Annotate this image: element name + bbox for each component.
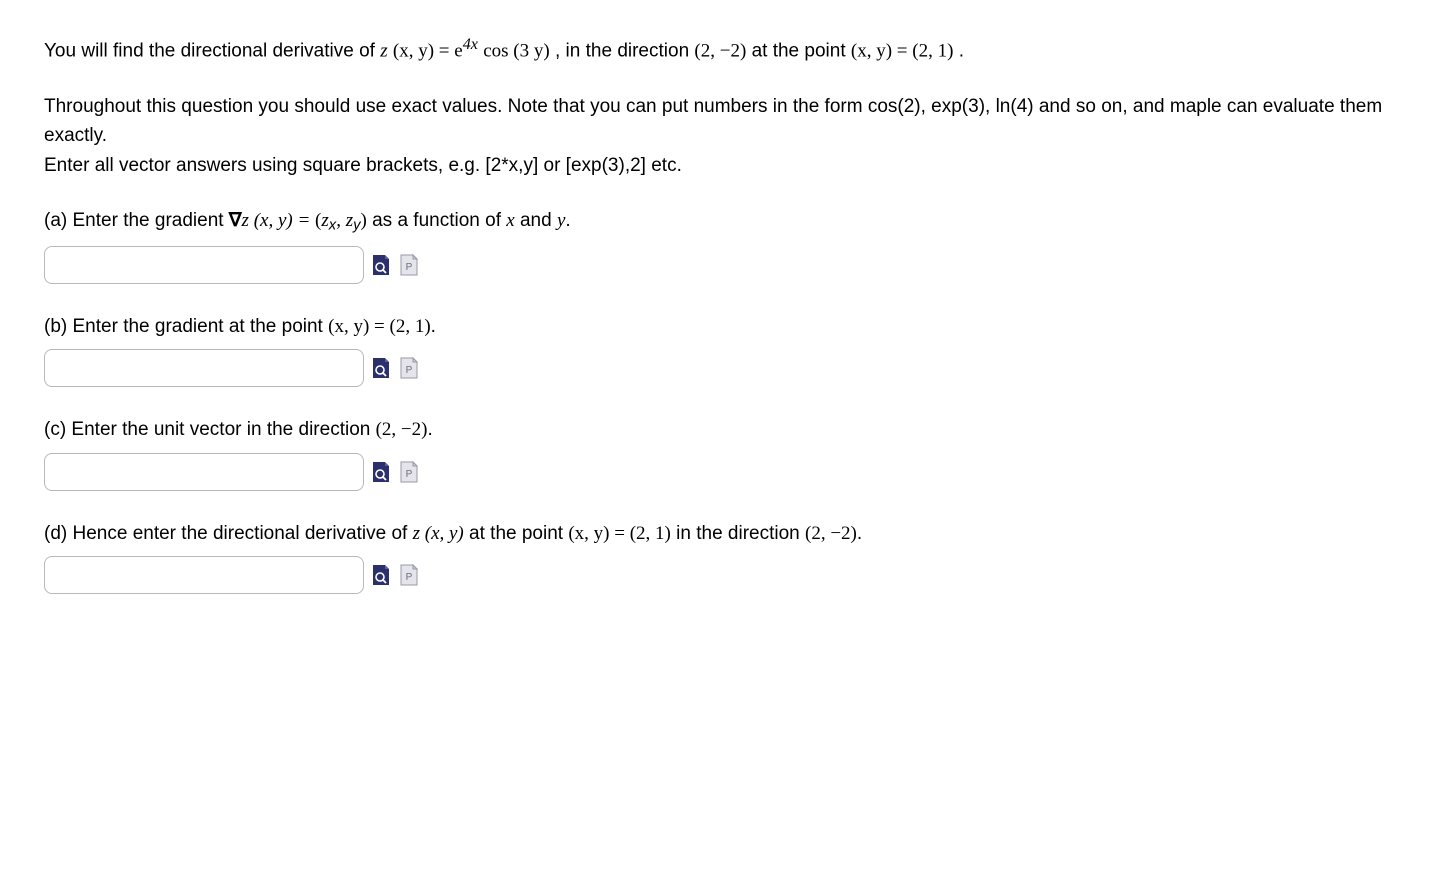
part-d-label: (d) Hence enter the directional derivati… (44, 523, 413, 544)
part-b-answer-row: P (44, 349, 1406, 387)
part-a-prompt: (a) Enter the gradient ∇z (x, y) = (zx, … (44, 206, 1406, 238)
part-b-prompt: (b) Enter the gradient at the point (x, … (44, 312, 1406, 341)
svg-text:P: P (406, 469, 413, 480)
part-d-prompt: (d) Hence enter the directional derivati… (44, 519, 1406, 548)
note-block: Throughout this question you should use … (44, 92, 1406, 180)
part-c-label: (c) Enter the unit vector in the directi… (44, 419, 376, 440)
part-a-input[interactable] (44, 246, 364, 284)
nabla-symbol: ∇ (229, 210, 242, 231)
part-d-mid1: at the point (469, 523, 568, 544)
help-icon[interactable]: P (398, 460, 420, 484)
part-a-zx: z (321, 210, 328, 231)
part-d-end: . (857, 523, 862, 544)
part-d-answer-row: P (44, 556, 1406, 594)
preview-icon[interactable] (370, 356, 392, 380)
intro-text: You will find the directional derivative… (44, 32, 1406, 66)
part-c: (c) Enter the unit vector in the directi… (44, 415, 1406, 490)
part-d: (d) Hence enter the directional derivati… (44, 519, 1406, 594)
intro-mid1: , in the direction (555, 40, 694, 61)
part-b-input[interactable] (44, 349, 364, 387)
svg-text:P: P (406, 365, 413, 376)
part-d-mid2: in the direction (676, 523, 805, 544)
part-a-zy-sub: y (353, 218, 360, 234)
part-a-end: . (565, 210, 570, 231)
part-b: (b) Enter the gradient at the point (x, … (44, 312, 1406, 387)
intro-pre: You will find the directional derivative… (44, 40, 380, 61)
part-c-prompt: (c) Enter the unit vector in the directi… (44, 415, 1406, 444)
part-c-input[interactable] (44, 453, 364, 491)
part-a-comma: , (336, 210, 346, 231)
preview-icon[interactable] (370, 460, 392, 484)
part-a-label: (a) Enter the gradient (44, 210, 229, 231)
intro-e-exp: 4x (463, 36, 478, 53)
part-c-end: . (427, 419, 432, 440)
part-a-tail: as a function of (372, 210, 506, 231)
preview-icon[interactable] (370, 563, 392, 587)
preview-icon[interactable] (370, 253, 392, 277)
part-c-dir: (2, −2) (376, 419, 428, 440)
intro-e: e (454, 40, 462, 61)
svg-text:P: P (406, 572, 413, 583)
intro-z-args: (x, y) = (393, 40, 454, 61)
help-icon[interactable]: P (398, 563, 420, 587)
intro-dir: (2, −2) (694, 40, 746, 61)
part-a-and: and (520, 210, 557, 231)
part-a-x: x (506, 210, 514, 231)
part-d-dir: (2, −2) (805, 523, 857, 544)
part-c-answer-row: P (44, 453, 1406, 491)
part-a-gradz: z (x, y) = (242, 210, 316, 231)
help-icon[interactable]: P (398, 253, 420, 277)
part-a: (a) Enter the gradient ∇z (x, y) = (zx, … (44, 206, 1406, 284)
part-b-label: (b) Enter the gradient at the point (44, 316, 328, 337)
intro-z: z (380, 40, 387, 61)
part-a-answer-row: P (44, 246, 1406, 284)
help-icon[interactable]: P (398, 356, 420, 380)
part-a-zy: z (346, 210, 353, 231)
intro-mid2: at the point (752, 40, 851, 61)
intro-pt: (x, y) = (2, 1) (851, 40, 954, 61)
note-line1: Throughout this question you should use … (44, 92, 1406, 151)
part-d-input[interactable] (44, 556, 364, 594)
part-d-pt: (x, y) = (2, 1) (568, 523, 671, 544)
part-b-pt: (x, y) = (2, 1) (328, 316, 431, 337)
note-line2: Enter all vector answers using square br… (44, 151, 1406, 180)
part-d-z: z (x, y) (413, 523, 464, 544)
svg-text:P: P (406, 262, 413, 273)
part-b-end: . (431, 316, 436, 337)
part-a-close: ) (361, 210, 367, 231)
intro-end: . (959, 40, 964, 61)
intro-cos: cos (3 y) (483, 40, 549, 61)
